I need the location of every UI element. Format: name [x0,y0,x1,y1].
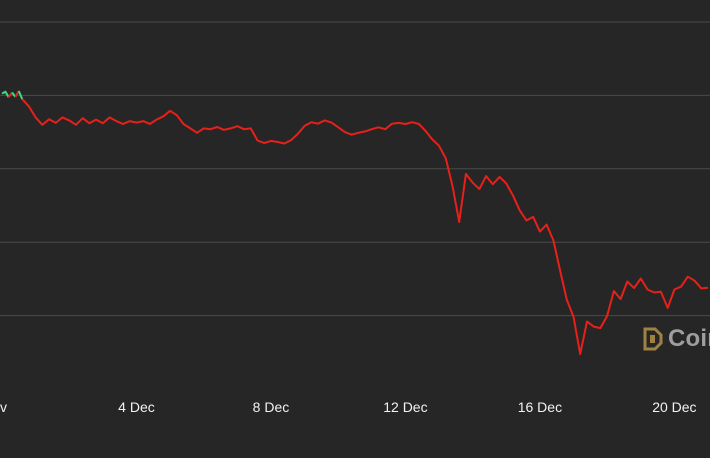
watermark-text: Coin [668,325,710,352]
x-tick-label-6: 20 Dec [652,399,696,415]
price-line-segment-6 [21,98,709,356]
gridlines [0,21,710,317]
x-axis-ticks: v 4 Dec 8 Dec 12 Dec 16 Dec 20 Dec [0,399,697,415]
series-layer [1,90,709,356]
x-tick-label-4: 12 Dec [383,399,427,415]
coindesk-logo-icon [643,327,663,351]
x-tick-label-1: v [0,399,7,415]
price-line-segment-1 [1,90,10,98]
x-tick-label-5: 16 Dec [518,399,562,415]
x-tick-label-3: 8 Dec [253,399,290,415]
x-tick-label-2: 4 Dec [118,399,155,415]
watermark: Coin [642,325,710,353]
price-line-segment-5 [17,90,24,100]
